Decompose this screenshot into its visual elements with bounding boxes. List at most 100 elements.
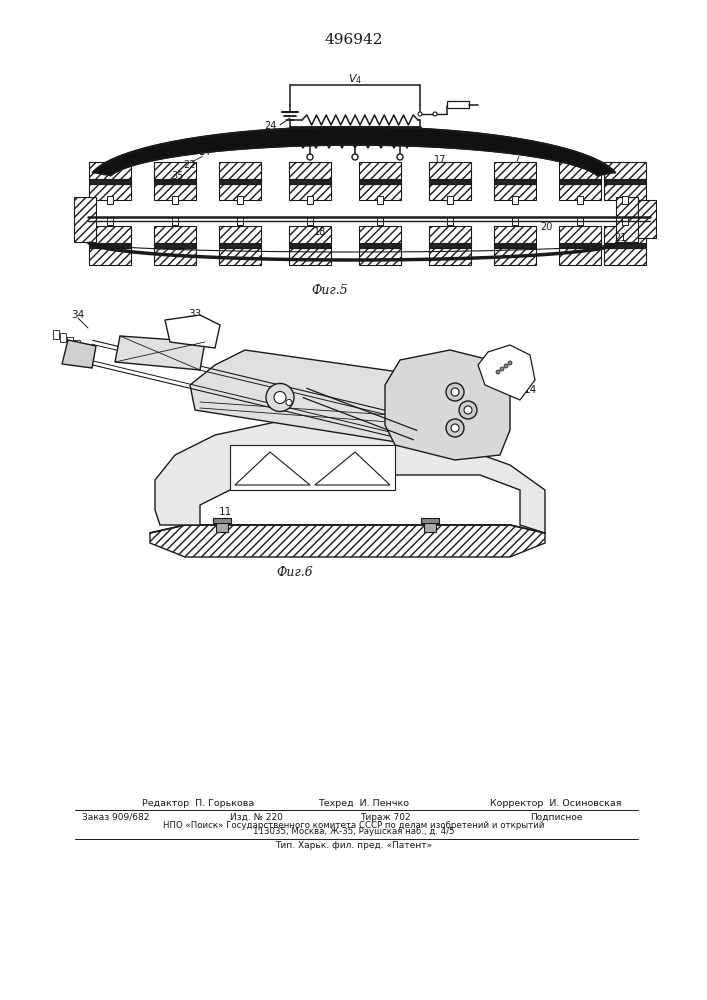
Polygon shape (115, 336, 205, 370)
Text: 10: 10 (223, 378, 237, 388)
Text: 113035, Москва, Ж-35, Раушская наб., д. 4/5: 113035, Москва, Ж-35, Раушская наб., д. … (253, 828, 455, 836)
Polygon shape (190, 350, 440, 445)
Polygon shape (478, 345, 535, 400)
Bar (289, 184, 331, 200)
Bar (237, 196, 243, 204)
Bar (213, 518, 231, 523)
Bar (289, 243, 331, 248)
Bar (559, 248, 601, 265)
Bar (219, 243, 261, 248)
Bar (429, 184, 471, 200)
Circle shape (504, 364, 508, 368)
Bar (359, 248, 401, 265)
Circle shape (496, 370, 500, 374)
Bar (377, 219, 383, 225)
Bar (154, 184, 196, 200)
Bar (154, 226, 196, 244)
Bar (377, 196, 383, 204)
Bar (577, 196, 583, 204)
Bar (359, 248, 401, 265)
Bar (447, 217, 453, 221)
Bar (216, 522, 228, 532)
Bar (447, 196, 453, 204)
Text: 18: 18 (314, 227, 326, 237)
Bar (74, 197, 96, 242)
Bar (429, 179, 471, 184)
Bar (377, 217, 383, 221)
Bar (447, 101, 469, 108)
Text: Фиг.5: Фиг.5 (312, 284, 349, 296)
Bar (494, 226, 536, 244)
Bar (53, 330, 59, 338)
Polygon shape (230, 445, 395, 490)
Bar (577, 217, 583, 221)
Bar (577, 219, 583, 225)
Bar (494, 248, 536, 265)
Bar (559, 162, 601, 180)
Bar (74, 197, 96, 242)
Bar (424, 522, 436, 532)
Text: $V_4$: $V_4$ (348, 72, 362, 86)
Polygon shape (235, 452, 310, 485)
Bar (494, 184, 536, 200)
Bar (172, 196, 178, 204)
Bar (359, 184, 401, 200)
Bar (289, 226, 331, 244)
Bar (494, 248, 536, 265)
Bar (154, 179, 196, 184)
Circle shape (397, 154, 403, 160)
Text: Редактор  П. Горькова: Редактор П. Горькова (142, 798, 255, 808)
Circle shape (459, 401, 477, 419)
Bar (89, 248, 131, 265)
Bar (559, 248, 601, 265)
Bar (604, 179, 646, 184)
Circle shape (451, 388, 459, 396)
Bar (289, 179, 331, 184)
Bar (616, 197, 638, 242)
Bar (359, 162, 401, 180)
Text: Техред  И. Пенчко: Техред И. Пенчко (318, 798, 409, 808)
Bar (494, 226, 536, 244)
Text: Фиг.6: Фиг.6 (276, 566, 313, 578)
Bar (559, 184, 601, 200)
Bar (81, 344, 87, 353)
Bar (219, 162, 261, 180)
Bar (638, 200, 656, 238)
Bar (429, 184, 471, 200)
Circle shape (500, 367, 504, 371)
Bar (559, 243, 601, 248)
Bar (494, 162, 536, 180)
Text: 12: 12 (173, 332, 187, 342)
Circle shape (307, 154, 313, 160)
Text: 34: 34 (71, 310, 85, 320)
Bar (638, 200, 656, 238)
Bar (429, 162, 471, 180)
Text: 16: 16 (481, 437, 495, 447)
Bar (89, 248, 131, 265)
Text: Тип. Харьк. фил. пред. «Патент»: Тип. Харьк. фил. пред. «Патент» (275, 842, 433, 850)
Bar (604, 162, 646, 180)
Polygon shape (315, 452, 390, 485)
Bar (359, 243, 401, 248)
Bar (219, 184, 261, 200)
Text: Изд. № 220: Изд. № 220 (230, 812, 283, 822)
Bar (604, 243, 646, 248)
Circle shape (352, 154, 358, 160)
Bar (289, 248, 331, 265)
Circle shape (508, 361, 512, 365)
Bar (604, 184, 646, 200)
Text: 20: 20 (540, 222, 552, 232)
Bar (154, 248, 196, 265)
Bar (89, 162, 131, 180)
Bar (219, 179, 261, 184)
Bar (172, 217, 178, 221)
Text: 35: 35 (172, 171, 185, 181)
Text: 14: 14 (523, 385, 537, 395)
Bar (604, 226, 646, 244)
Circle shape (266, 383, 294, 411)
Bar (421, 518, 439, 523)
Text: 11: 11 (218, 507, 232, 517)
Bar (60, 333, 66, 342)
Bar (89, 226, 131, 244)
Bar (429, 243, 471, 248)
